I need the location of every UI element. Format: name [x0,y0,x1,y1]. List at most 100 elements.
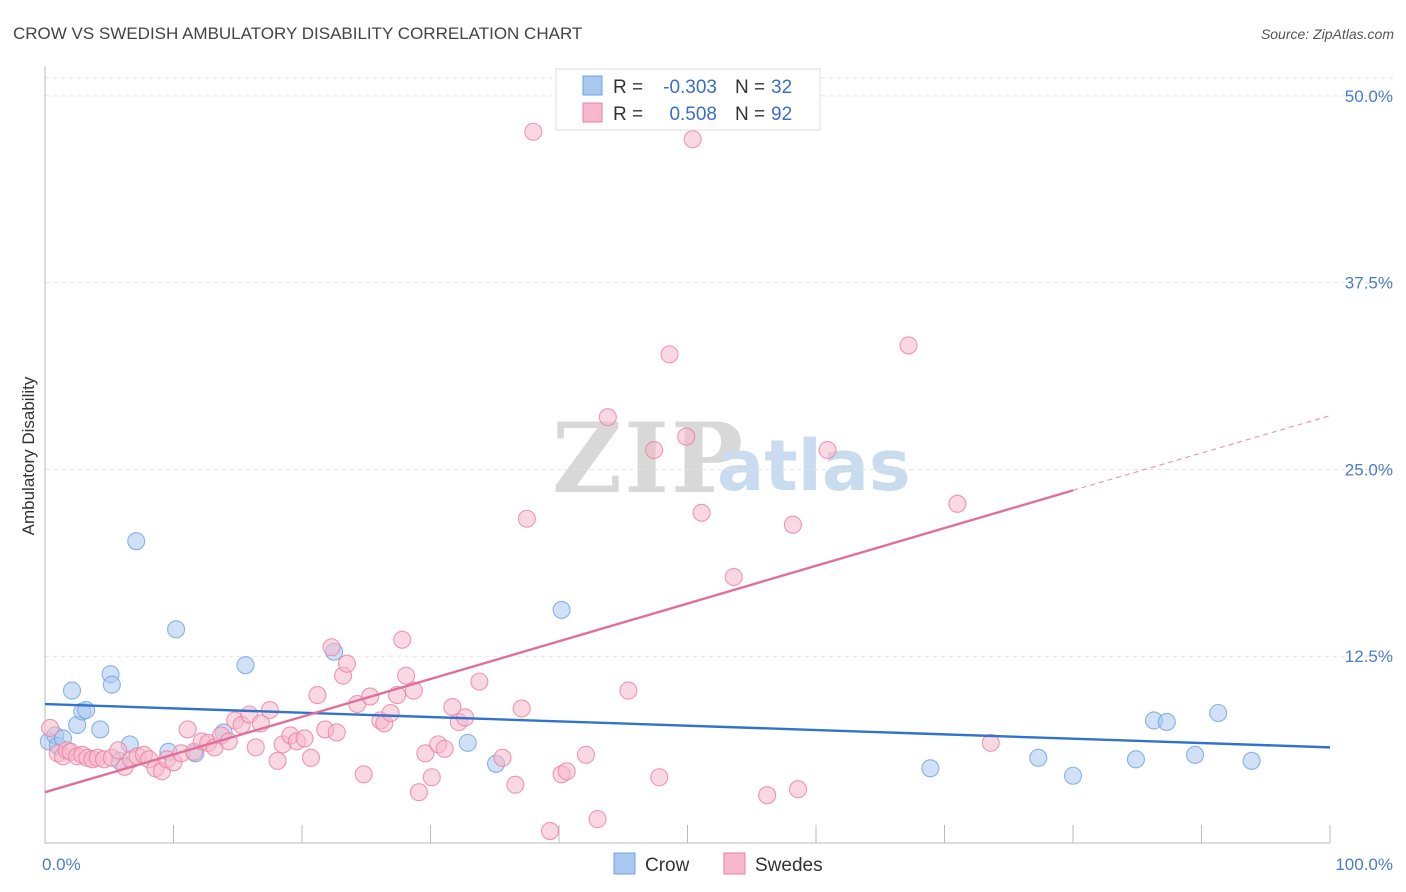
bottom-legend-swatch-crow [613,852,636,875]
swedes-point [724,567,743,587]
x-tick-label: 0.0% [42,855,81,874]
bottom-legend-label-crow: Crow [645,855,690,876]
swedes-point [393,630,412,649]
swedes-point [470,672,489,691]
swedes-point [598,408,617,427]
gridlines [45,77,1395,657]
chart-title: CROW VS SWEDISH AMBULATORY DISABILITY CO… [13,24,582,43]
crow-point [1029,748,1048,767]
swedes-point [443,697,462,717]
swedes-trend-line [44,489,1074,794]
swedes-point [619,681,638,700]
crow-point [1209,703,1228,723]
watermark: ZIP atlas [552,402,911,515]
bottom-legend-label-swedes: Swedes [755,855,823,876]
swedes-point [354,765,373,784]
swedes-points [41,122,1000,841]
swedes-point [301,748,321,767]
crow-trend-line [44,702,1331,749]
swedes-point [899,336,918,355]
crow-point [921,759,940,778]
swedes-point [677,427,696,446]
swedes-point [416,744,435,763]
legend-bottom: Crow Swedes [613,852,823,876]
crow-point [1063,766,1083,785]
swedes-point [381,703,400,723]
swedes-point [41,718,60,737]
swedes-point [268,751,287,770]
legend-r-value-swedes: 0.508 [669,104,717,125]
crow-point [552,600,571,619]
legend-r-label-swedes: R = [613,104,643,125]
swedes-point [327,723,346,742]
swedes-point [493,748,512,767]
swedes-point [246,738,265,757]
legend-n-label-swedes: N = [735,104,765,125]
x-tick-label: 100.0% [1335,855,1393,874]
legend-swatch-swedes [582,102,603,123]
crow-point [102,675,121,694]
y-tick-label: 25.0% [1345,460,1393,479]
bottom-legend-swatch-swedes [723,852,746,875]
axes [44,66,1331,844]
swedes-point [588,810,607,829]
crow-point [1157,712,1176,732]
swedes-point [645,440,664,460]
swedes-point [576,745,596,764]
crow-point [1242,751,1261,770]
y-axis-label: Ambulatory Disability [19,376,38,535]
swedes-point [397,666,416,685]
crow-point [167,620,186,639]
swedes-point [783,515,802,534]
swedes-point [981,733,1000,752]
swedes-point [260,700,279,720]
swedes-point [512,699,531,718]
legend-swatch-crow [582,75,603,96]
watermark-atlas: atlas [717,425,911,507]
swedes-point [650,768,669,787]
swedes-point [506,775,525,794]
swedes-point [540,821,560,841]
swedes-point [517,509,536,528]
swedes-point [557,762,576,781]
swedes-point [322,638,341,657]
legend-top: R = -0.303 N = 32 R = 0.508 N = 92 [555,68,821,131]
swedes-point [692,503,711,522]
swedes-trend-extension [1072,415,1331,491]
swedes-point [109,741,128,760]
y-tick-label: 50.0% [1345,87,1393,106]
swedes-point [758,786,777,805]
y-tick-labels: 12.5% 25.0% 37.5% 50.0% [1345,87,1393,666]
swedes-point [308,686,327,705]
y-tick-label: 37.5% [1345,274,1393,293]
swedes-point [524,122,543,141]
legend-n-value-crow: 32 [771,77,792,98]
swedes-point [409,783,428,802]
swedes-point [337,654,357,673]
legend-r-value-crow: -0.303 [663,77,717,98]
watermark-zip: ZIP [552,402,745,515]
x-tick-labels: 0.0% 100.0% [42,855,1393,874]
swedes-point [683,130,702,149]
swedes-point [788,780,808,799]
swedes-point [660,345,679,364]
legend-n-value-swedes: 92 [771,104,792,125]
chart-source: Source: ZipAtlas.com [1261,26,1394,42]
legend-n-label-crow: N = [735,77,765,98]
swedes-point [948,494,967,513]
legend-r-label-crow: R = [613,77,643,98]
swedes-point [178,720,197,739]
swedes-point [422,768,441,787]
crow-point [91,720,110,739]
swedes-point [295,729,314,748]
y-tick-label: 12.5% [1345,647,1393,666]
crow-point [236,656,255,675]
swedes-point [818,440,837,460]
trend-lines [44,415,1331,794]
crow-point [1186,745,1205,764]
swedes-point [435,739,454,758]
crow-point [1126,750,1146,769]
crow-point [62,681,82,700]
crow-point [127,532,146,551]
